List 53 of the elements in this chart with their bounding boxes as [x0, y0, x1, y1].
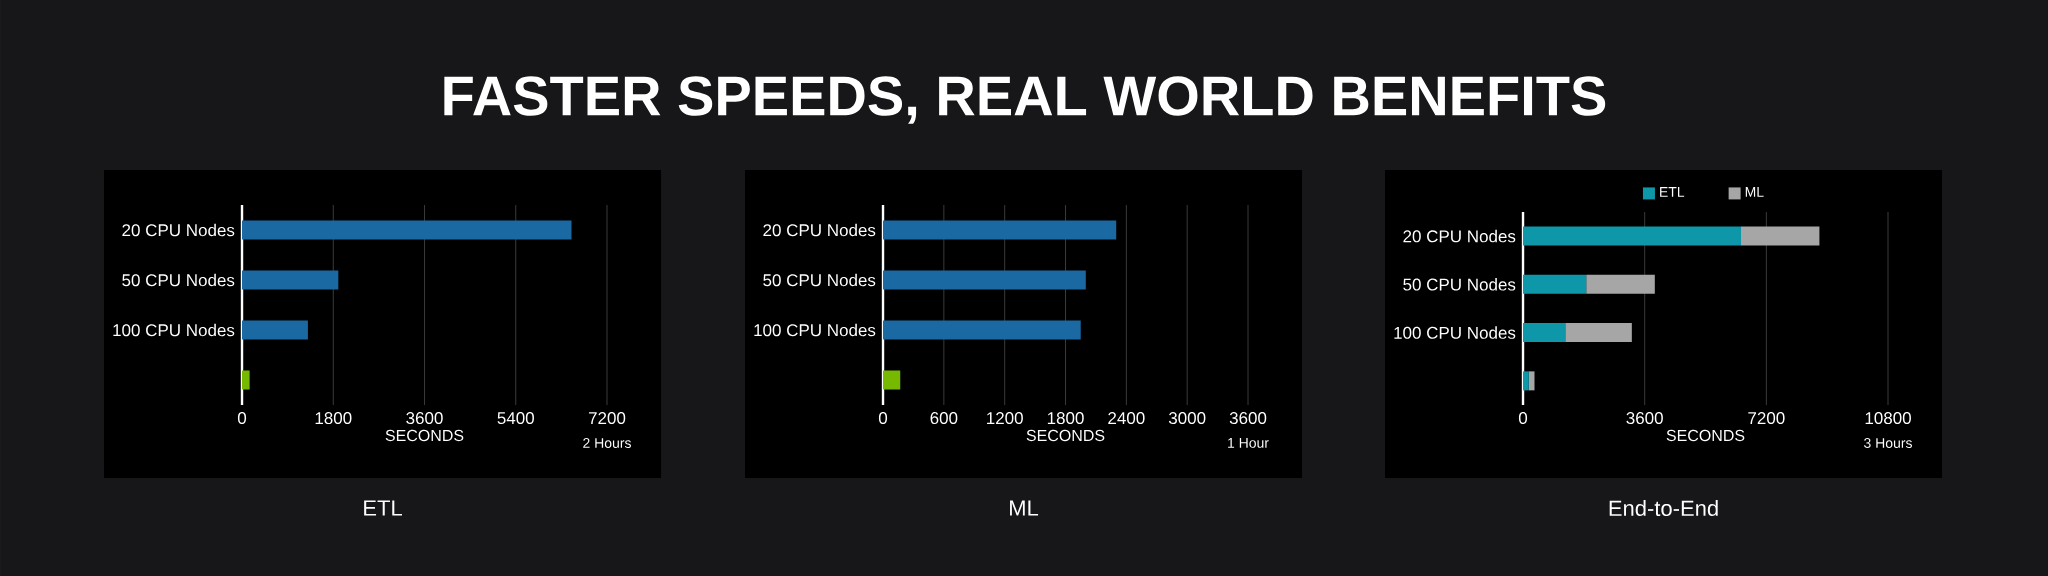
text: 2 Hours	[583, 438, 631, 448]
x-tick-label: 3000	[1168, 412, 1206, 425]
x-tick-label: 7200	[1748, 412, 1785, 425]
text: 3 Hours	[1864, 438, 1912, 448]
text: ML	[1010, 500, 1039, 516]
x-tick-label: 0	[1518, 412, 1528, 425]
x-tick-label: 7200	[588, 412, 626, 425]
y-tick-label: 20 CPU Nodes	[1403, 229, 1516, 243]
x-tick-label: 0	[878, 412, 888, 425]
y-tick-label: 100 CPU Nodes	[1394, 326, 1516, 339]
bar	[1528, 371, 1535, 391]
x-tick-label: 1200	[987, 412, 1023, 425]
bar	[242, 270, 339, 290]
legend-label: ETL	[1660, 187, 1685, 197]
y-tick-label: 20 CPU Nodes	[122, 223, 235, 237]
x-tick-label: 2400	[1108, 412, 1145, 425]
bar	[1741, 226, 1820, 246]
bar	[242, 370, 250, 390]
text: ETL	[364, 500, 402, 516]
x-tick-label: 0	[237, 412, 247, 425]
y-tick-label: 20 CPU Nodes	[763, 223, 876, 237]
bar	[242, 320, 308, 340]
x-tick-label: 3600	[406, 412, 443, 425]
bar	[1523, 274, 1587, 294]
bar	[1523, 323, 1566, 343]
x-axis-title: SECONDS	[1026, 429, 1105, 442]
bar	[883, 370, 901, 390]
text: 1 Hour	[1228, 438, 1269, 448]
bar	[1565, 323, 1632, 343]
x-axis-title: SECONDS	[385, 429, 464, 442]
y-tick-label: 50 CPU Nodes	[122, 273, 235, 287]
x-tick-label: 600	[930, 412, 958, 425]
legend-label: ML	[1745, 187, 1764, 197]
bar	[883, 320, 1081, 340]
bar	[883, 270, 1086, 290]
bar	[1586, 274, 1655, 294]
bar	[242, 220, 572, 240]
x-tick-label: 1800	[1047, 412, 1084, 425]
y-tick-label: 50 CPU Nodes	[763, 273, 876, 287]
x-tick-label: 1800	[315, 412, 352, 425]
x-tick-label: 3600	[1229, 412, 1267, 425]
y-tick-label: 50 CPU Nodes	[1403, 278, 1516, 291]
text: End-to-End	[1609, 499, 1718, 517]
x-tick-label: 5400	[497, 412, 534, 425]
y-tick-label: 100 CPU Nodes	[754, 323, 876, 337]
x-tick-label: 10800	[1865, 412, 1911, 425]
y-tick-label: 100 CPU Nodes	[113, 323, 235, 337]
x-tick-label: 3600	[1626, 412, 1663, 425]
bar	[1523, 371, 1529, 391]
bar	[1523, 226, 1741, 246]
x-axis-title: SECONDS	[1666, 429, 1745, 442]
text: FASTER SPEEDS, REAL WORLD BENEFITS	[444, 76, 1606, 124]
bar	[883, 220, 1117, 240]
